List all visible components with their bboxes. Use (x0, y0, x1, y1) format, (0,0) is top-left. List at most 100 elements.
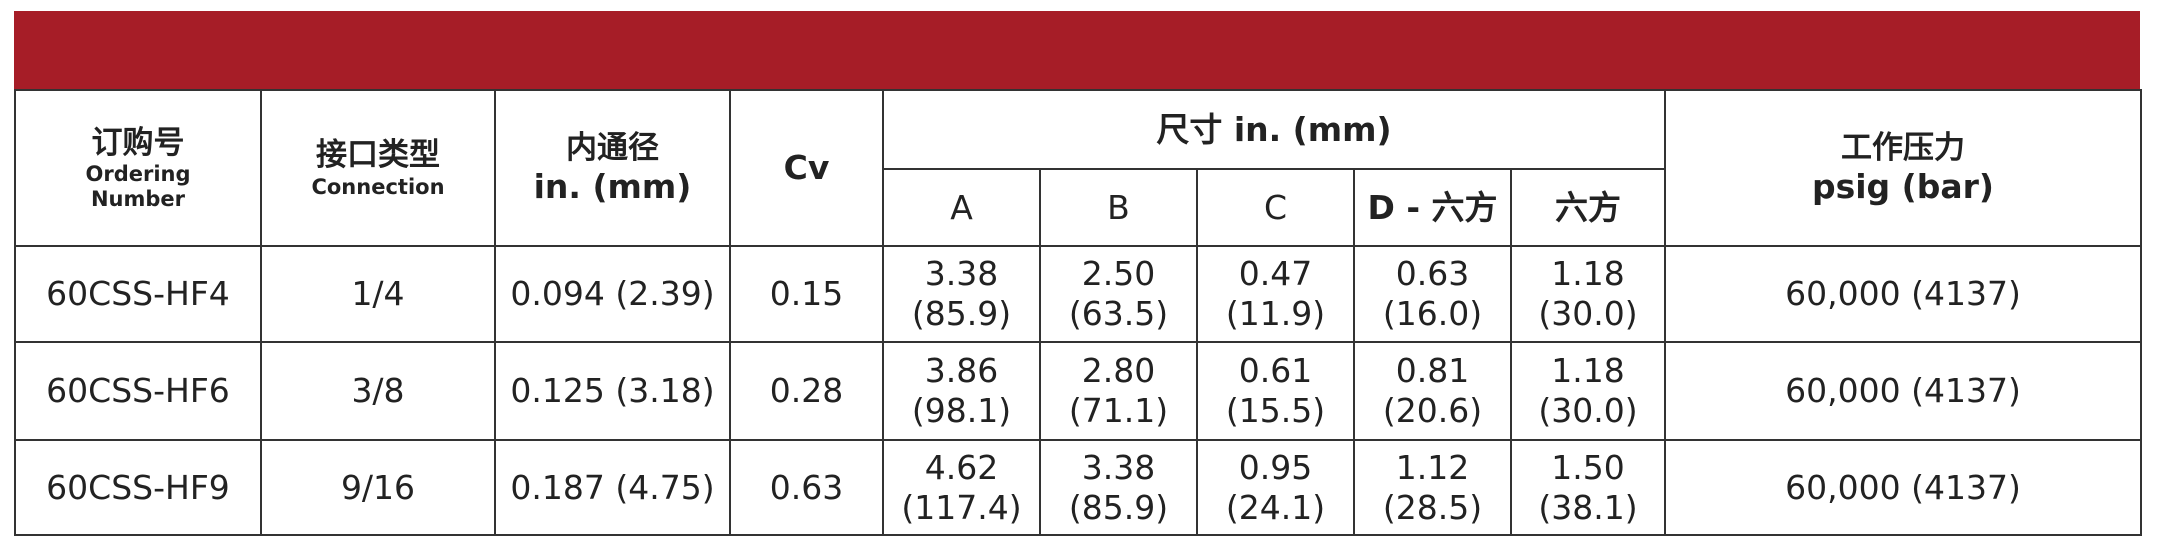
header-zh: 接口类型 (316, 137, 440, 174)
cell-text: 1.18 (1551, 351, 1625, 391)
cell-text: 0.81 (1395, 351, 1470, 391)
cell-text: (117.4) (901, 487, 1022, 527)
data-cell: 1.12 (28.5) (1353, 439, 1512, 536)
cell-text: 9/16 (340, 467, 416, 507)
data-cell: 9/16 (260, 439, 496, 536)
header-band (14, 11, 2140, 89)
cell-text: 1.50 (1551, 447, 1625, 487)
data-cell: 60,000 (4137) (1664, 439, 2142, 536)
data-cell: 0.125 (3.18) (494, 341, 731, 441)
data-cell: 0.15 (729, 245, 884, 343)
cell-text: 0.15 (769, 274, 844, 314)
cell-text: 1/4 (351, 274, 405, 314)
cell-text: 0.61 (1238, 351, 1313, 391)
cell-text: 60,000 (4137) (1785, 274, 2021, 314)
header-sub: B (1107, 187, 1130, 227)
cell-text: 4.62 (924, 447, 999, 487)
cell-text: (15.5) (1225, 391, 1326, 430)
cell-text: (63.5) (1068, 294, 1169, 333)
data-cell: 60CSS-HF9 (14, 439, 262, 536)
header-en: Connection (311, 174, 445, 199)
data-cell: 0.81 (20.6) (1353, 341, 1512, 441)
header-cell: 接口类型 Connection (260, 89, 496, 247)
cell-text: 1.12 (1395, 447, 1470, 487)
data-cell: 3.86 (98.1) (882, 341, 1041, 441)
data-cell: 1.50 (38.1) (1510, 439, 1666, 536)
header-sub: C (1263, 187, 1288, 227)
header-subcell: A (882, 168, 1041, 247)
header-en: Ordering Number (85, 162, 191, 211)
header-subcell: 六方 (1510, 168, 1666, 247)
header-cv: Cv (783, 148, 830, 188)
header-en: psig (bar) (1811, 166, 1994, 206)
data-cell: 0.094 (2.39) (494, 245, 731, 343)
data-cell: 0.95 (24.1) (1196, 439, 1355, 536)
cell-text: 0.28 (769, 371, 844, 411)
cell-text: (71.1) (1068, 391, 1169, 430)
data-cell: 0.47 (11.9) (1196, 245, 1355, 343)
cell-text: (85.9) (911, 294, 1012, 333)
data-cell: 60CSS-HF6 (14, 341, 262, 441)
data-cell: 4.62 (117.4) (882, 439, 1041, 536)
header-zh: 订购号 (91, 125, 185, 162)
cell-text: 60CSS-HF4 (46, 274, 230, 314)
data-cell: 3.38 (85.9) (1039, 439, 1198, 536)
cell-text: (28.5) (1382, 487, 1483, 527)
cell-text: 3/8 (351, 371, 405, 411)
cell-text: 2.80 (1081, 351, 1156, 391)
cell-text: 0.47 (1238, 254, 1313, 294)
header-subcell: B (1039, 168, 1198, 247)
cell-text: (98.1) (911, 391, 1012, 430)
header-dimensions: 尺寸 in. (mm) (1156, 109, 1392, 149)
cell-text: 0.187 (4.75) (510, 467, 715, 507)
data-cell: 60CSS-HF4 (14, 245, 262, 343)
data-cell: 3/8 (260, 341, 496, 441)
header-cell: 工作压力 psig (bar) (1664, 89, 2142, 247)
data-cell: 0.28 (729, 341, 884, 441)
cell-text: 0.63 (769, 467, 844, 507)
cell-text: (30.0) (1538, 391, 1638, 430)
data-cell: 0.187 (4.75) (494, 439, 731, 536)
cell-text: 60CSS-HF9 (46, 467, 230, 507)
data-cell: 1/4 (260, 245, 496, 343)
cell-text: (38.1) (1538, 487, 1638, 527)
data-cell: 2.50 (63.5) (1039, 245, 1198, 343)
header-cell: 订购号 Ordering Number (14, 89, 262, 247)
cell-text: (24.1) (1225, 487, 1326, 527)
cell-text: 0.95 (1238, 447, 1313, 487)
header-cell: 尺寸 in. (mm) (882, 89, 1666, 170)
cell-text: 60,000 (4137) (1785, 371, 2021, 411)
data-cell: 0.63 (729, 439, 884, 536)
header-zh: 内通径 (566, 129, 659, 166)
data-cell: 2.80 (71.1) (1039, 341, 1198, 441)
data-cell: 0.61 (15.5) (1196, 341, 1355, 441)
cell-text: (30.0) (1538, 294, 1638, 333)
data-cell: 0.63 (16.0) (1353, 245, 1512, 343)
data-cell: 3.38 (85.9) (882, 245, 1041, 343)
header-en: in. (mm) (533, 166, 692, 206)
cell-text: (85.9) (1068, 487, 1169, 527)
header-cell: 内通径 in. (mm) (494, 89, 731, 247)
header-subcell: D - 六方 (1353, 168, 1512, 247)
cell-text: 2.50 (1081, 254, 1156, 294)
cell-text: 0.125 (3.18) (510, 371, 715, 411)
data-cell: 1.18 (30.0) (1510, 341, 1666, 441)
cell-text: 3.86 (924, 351, 999, 391)
header-cell: Cv (729, 89, 884, 247)
header-sub: D - 六方 (1367, 187, 1498, 227)
header-sub: 六方 (1555, 187, 1621, 227)
cell-text: 0.094 (2.39) (510, 274, 715, 314)
header-sub: A (950, 187, 973, 227)
cell-text: 3.38 (1081, 447, 1156, 487)
data-cell: 60,000 (4137) (1664, 341, 2142, 441)
cell-text: 1.18 (1551, 254, 1625, 294)
cell-text: (20.6) (1382, 391, 1483, 430)
cell-text: 60,000 (4137) (1785, 467, 2021, 507)
header-subcell: C (1196, 168, 1355, 247)
data-cell: 1.18 (30.0) (1510, 245, 1666, 343)
cell-text: 0.63 (1395, 254, 1470, 294)
cell-text: 3.38 (924, 254, 999, 294)
data-cell: 60,000 (4137) (1664, 245, 2142, 343)
header-zh: 工作压力 (1841, 129, 1965, 166)
